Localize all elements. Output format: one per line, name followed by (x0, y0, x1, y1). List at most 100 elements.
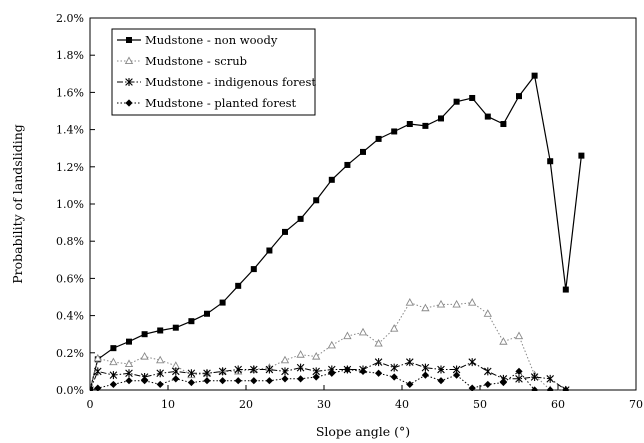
data-point (157, 327, 164, 334)
legend-label: Mudstone - planted forest (145, 96, 297, 110)
data-point (390, 373, 398, 381)
y-tick-label: 0.0% (56, 384, 84, 397)
data-point (405, 298, 414, 306)
data-point (328, 176, 335, 183)
data-point (219, 377, 227, 385)
data-point (297, 215, 304, 222)
data-point (203, 369, 211, 378)
data-point (90, 386, 94, 391)
legend-label: Mudstone - non woody (145, 33, 278, 47)
data-point (468, 384, 476, 391)
data-point (360, 148, 366, 155)
data-point (484, 380, 492, 389)
data-point (265, 377, 273, 385)
legend-swatch-marker (126, 37, 132, 43)
x-tick-label: 30 (317, 398, 331, 411)
data-point (141, 377, 149, 385)
data-point (546, 386, 554, 391)
data-point (172, 367, 180, 376)
series-square (90, 72, 585, 391)
x-tick-label: 40 (395, 398, 409, 411)
y-tick-label: 0.8% (56, 235, 84, 248)
y-tick-label: 1.2% (56, 161, 84, 174)
data-point (125, 369, 133, 378)
data-point (156, 355, 165, 364)
data-point (484, 367, 492, 376)
data-point (359, 367, 367, 375)
data-point (126, 338, 132, 345)
data-point (280, 355, 290, 364)
data-point (250, 377, 258, 385)
data-point (452, 299, 461, 308)
y-tick-label: 0.6% (56, 272, 84, 285)
data-point (327, 340, 336, 349)
series-line (90, 301, 566, 391)
y-tick-label: 1.4% (56, 124, 84, 137)
legend: Mudstone - non woody Mudstone - scrub Muds… (111, 28, 316, 116)
data-point (187, 369, 196, 378)
data-point (500, 121, 507, 128)
data-point (250, 266, 257, 273)
x-tick-label: 0 (87, 398, 94, 411)
data-point (453, 98, 460, 105)
data-point (204, 310, 210, 317)
data-point (499, 378, 507, 387)
data-point (141, 331, 148, 338)
series-layer (90, 72, 585, 391)
data-point (266, 247, 273, 254)
data-point (296, 363, 305, 372)
data-point (282, 228, 288, 235)
data-point (374, 338, 383, 347)
data-point (172, 324, 179, 331)
y-tick-label: 0.4% (56, 310, 84, 323)
data-point (468, 298, 477, 306)
data-point (546, 374, 554, 383)
data-point (218, 367, 227, 376)
data-point (281, 375, 289, 383)
data-point (140, 351, 149, 360)
data-point (437, 365, 445, 374)
x-tick-label: 20 (239, 398, 253, 411)
data-point (375, 369, 383, 377)
data-point (219, 299, 226, 306)
legend-swatch-marker (125, 99, 133, 107)
data-point (109, 357, 118, 366)
data-point (437, 377, 445, 385)
data-point (250, 365, 258, 374)
data-point (484, 113, 491, 120)
data-point (343, 365, 351, 374)
y-tick-label: 1.6% (56, 86, 84, 99)
y-axis-title: Probability of landsliding (10, 124, 25, 284)
data-point (514, 331, 524, 340)
data-point (499, 337, 508, 345)
x-axis-title: Slope angle (°) (316, 424, 410, 439)
data-point (125, 377, 133, 385)
data-point (390, 324, 399, 332)
x-tick-label: 70 (629, 398, 643, 411)
data-point (421, 371, 429, 379)
data-point (406, 358, 414, 367)
y-tick-label: 1.0% (56, 198, 84, 211)
data-point (453, 371, 461, 379)
data-point (421, 303, 430, 312)
data-point (156, 369, 164, 378)
data-point (406, 121, 413, 128)
data-point (530, 372, 539, 381)
data-point (94, 367, 102, 376)
data-point (156, 380, 164, 389)
data-point (562, 386, 570, 391)
series-diamond (90, 365, 570, 391)
legend-label: Mudstone - indigenous forest (145, 75, 316, 89)
data-point (265, 365, 274, 374)
data-point (344, 161, 351, 168)
data-point (313, 197, 320, 204)
x-tick-label: 10 (161, 398, 175, 411)
legend-box (111, 28, 316, 116)
y-tick-label: 2.0% (56, 12, 84, 25)
data-point (516, 93, 522, 100)
data-point (562, 286, 569, 293)
data-point (297, 375, 305, 383)
y-tick-label: 0.2% (56, 347, 84, 360)
data-point (203, 377, 211, 385)
data-point (531, 72, 538, 79)
